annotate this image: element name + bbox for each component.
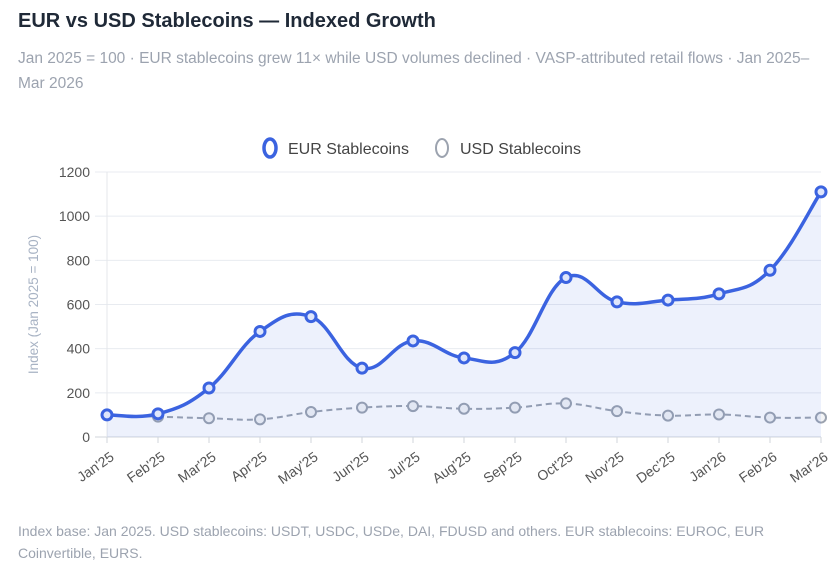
usd-data-point: [305, 406, 317, 419]
legend-usd-marker: [435, 138, 449, 158]
x-tick-label: Jan'26: [686, 448, 729, 485]
y-tick-label: 1000: [59, 208, 90, 224]
x-tick-label: May'25: [275, 448, 321, 487]
usd-data-point: [407, 400, 419, 413]
chart-footnote: Index base: Jan 2025. USD stablecoins: U…: [18, 523, 765, 561]
x-tick-label: Oct'25: [534, 448, 576, 484]
eur-data-point: [355, 361, 369, 375]
usd-data-point: [815, 411, 827, 424]
legend-label: USD Stablecoins: [460, 141, 581, 158]
x-tick-label: Jan'25: [74, 448, 117, 485]
eur-data-point: [814, 185, 828, 199]
usd-data-point: [203, 412, 215, 425]
usd-data-point: [509, 401, 521, 414]
x-tick-label: Jul'25: [384, 448, 423, 482]
usd-data-point: [611, 405, 623, 418]
x-tick-label: Dec'25: [633, 448, 678, 486]
x-tick-label: Nov'25: [582, 448, 627, 486]
y-tick-label: 1200: [59, 164, 90, 180]
legend-label: EUR Stablecoins: [288, 141, 409, 158]
eur-data-point: [712, 287, 726, 301]
x-tick-label: Sep'25: [480, 448, 525, 486]
y-tick-label: 200: [67, 385, 91, 401]
eur-data-point: [457, 351, 471, 365]
x-tick-label: Mar'26: [787, 448, 831, 486]
y-tick-label: 400: [67, 341, 91, 357]
eur-data-point: [304, 310, 318, 324]
eur-data-point: [406, 334, 420, 348]
y-tick-label: 600: [67, 297, 91, 313]
usd-data-point: [764, 411, 776, 424]
usd-data-point: [560, 397, 572, 410]
usd-data-point: [254, 413, 266, 426]
usd-data-point: [458, 402, 470, 415]
y-tick-label: 800: [67, 252, 91, 268]
eur-data-point: [661, 293, 675, 307]
chart-title: EUR vs USD Stablecoins — Indexed Growth: [18, 10, 436, 32]
usd-data-point: [713, 408, 725, 421]
y-tick-label: 0: [82, 429, 90, 445]
eur-data-point: [151, 407, 165, 421]
eur-data-point: [610, 295, 624, 309]
eur-area-fill: [107, 191, 821, 437]
x-tick-label: Feb'26: [736, 448, 780, 486]
usd-data-point: [662, 409, 674, 422]
x-tick-label: Apr'25: [228, 448, 270, 484]
eur-data-point: [559, 271, 573, 285]
chart-subtitle: Jan 2025 = 100 · EUR stablecoins grew 11…: [18, 50, 810, 92]
y-axis-label: Index (Jan 2025 = 100): [26, 235, 41, 374]
x-tick-label: Feb'25: [124, 448, 168, 486]
eur-data-point: [508, 346, 522, 360]
eur-data-point: [202, 381, 216, 395]
x-tick-label: Aug'25: [429, 448, 474, 486]
x-tick-label: Mar'25: [175, 448, 219, 486]
eur-data-point: [253, 324, 267, 338]
x-tick-label: Jun'25: [329, 448, 372, 485]
eur-data-point: [763, 263, 777, 277]
eur-data-point: [100, 408, 114, 422]
legend-eur-marker: [262, 137, 278, 159]
usd-data-point: [356, 401, 368, 414]
